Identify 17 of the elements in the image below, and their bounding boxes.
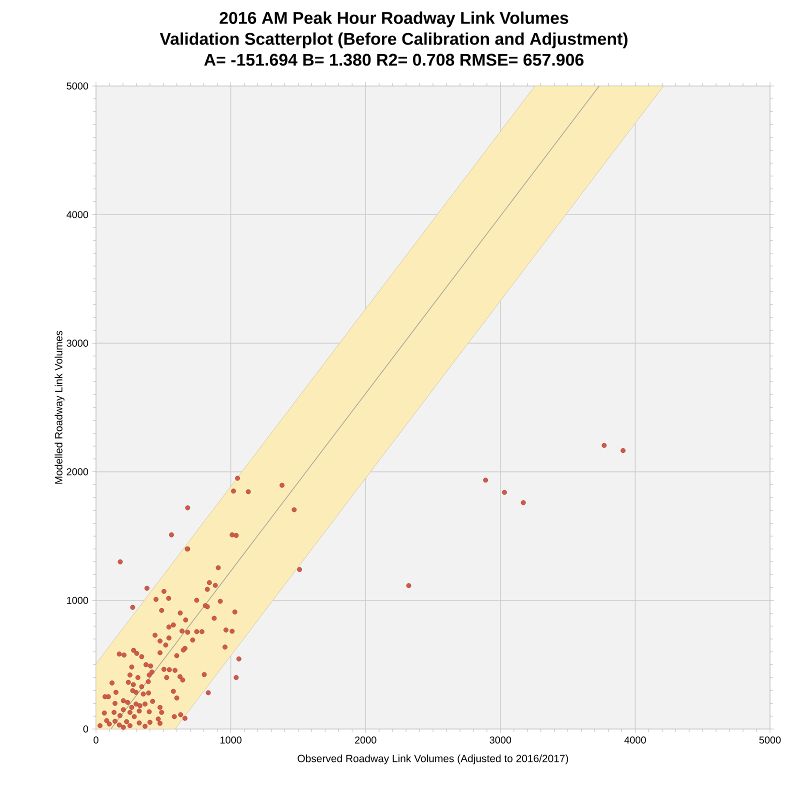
y-tick-label: 2000 <box>66 468 88 476</box>
text: A= -151.694 B= 1.380 R2= 0.708 RMSE= 657.906 <box>204 54 584 66</box>
y-axis-title: Modelled Roadway Link Volumes <box>54 330 64 484</box>
x-tick-label: 5000 <box>759 736 781 744</box>
y-tick-label: 5000 <box>66 82 88 90</box>
x-tick-label: 0 <box>94 736 98 744</box>
x-tick-label: 2000 <box>355 736 376 744</box>
chart-title: 2016 AM Peak Hour Roadway Link Volumes <box>220 12 568 28</box>
y-tick-label: 4000 <box>66 211 88 218</box>
chart-subtitle: Validation Scatterplot (Before Calibration and Adjustment) <box>160 32 628 48</box>
x-tick-label: 4000 <box>624 736 646 744</box>
x-tick-label: 3000 <box>490 736 512 744</box>
x-tick-label: 1000 <box>220 736 242 744</box>
x-axis-title: Observed Roadway Link Volumes (Adjusted to 2016/2017) <box>298 754 568 764</box>
y-tick-label: 3000 <box>66 340 88 347</box>
y-tick-label: 1000 <box>67 596 88 604</box>
y-tick-label: 0 <box>83 725 88 733</box>
